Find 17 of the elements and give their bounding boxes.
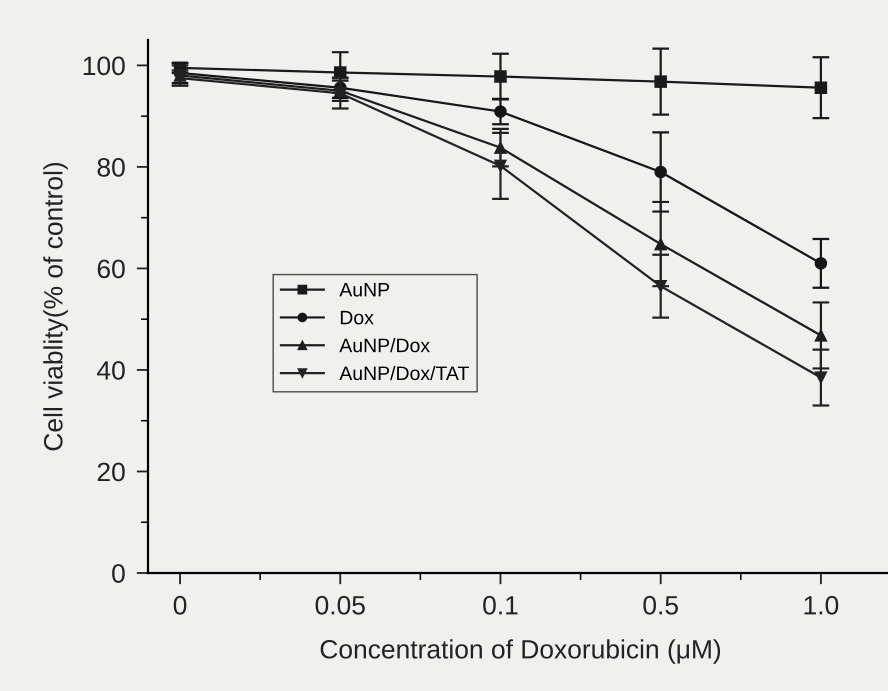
x-tick-label: 1.0 — [804, 596, 838, 615]
x-tick-label: 0.5 — [643, 596, 678, 615]
x-axis-title: Concentration of Doxorubicin (μM) — [320, 639, 720, 664]
x-tick-label: 0 — [174, 596, 186, 615]
legend-label: AuNP/Dox — [339, 338, 430, 352]
y-tick-label: 40 — [97, 361, 125, 380]
x-tick-label: 0.05 — [316, 596, 365, 615]
y-axis-title: Cell viablity(% of control) — [43, 162, 68, 450]
y-tick-label: 0 — [112, 564, 125, 583]
y-tick-label: 20 — [98, 462, 125, 482]
legend-label: Dox — [340, 310, 374, 324]
y-tick-label: 60 — [98, 260, 125, 278]
y-tick-label: 100 — [84, 56, 125, 76]
legend-label: AuNP — [339, 283, 390, 297]
y-tick-label: 80 — [98, 158, 125, 177]
legend-label: AuNP/Dox/TAT — [339, 366, 469, 380]
x-tick-label: 0.1 — [483, 596, 518, 615]
